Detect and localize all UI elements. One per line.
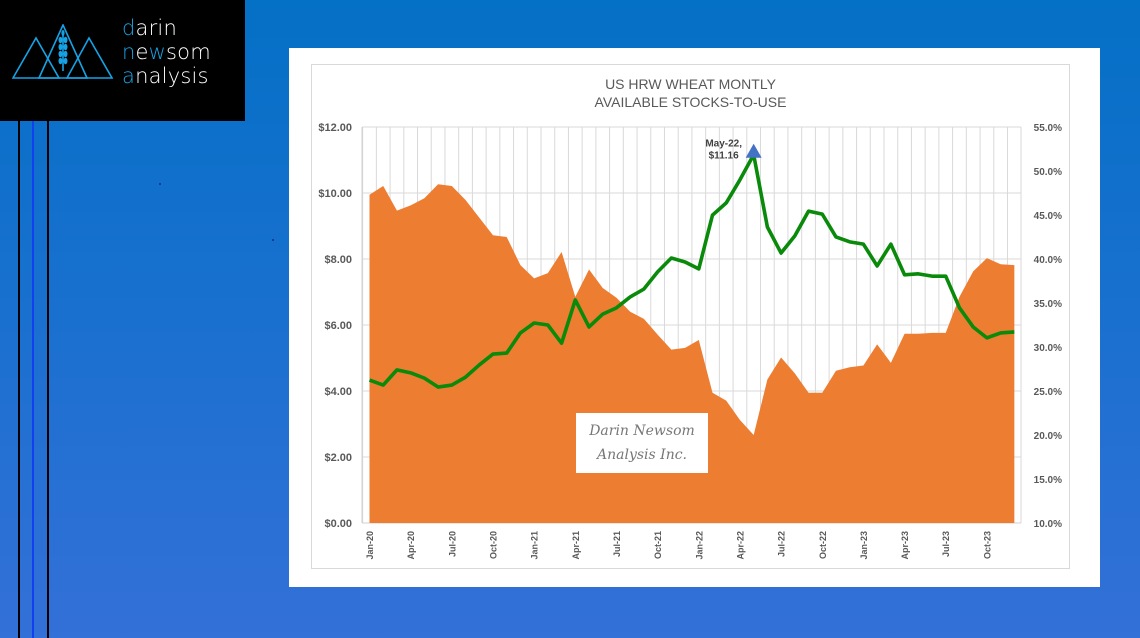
right-axis-tick-label: 55.0% (1034, 123, 1062, 134)
chart-title-line1: US HRW WHEAT MONTLY (605, 76, 776, 92)
decorative-line (18, 121, 20, 638)
x-axis-tick-label: Jan-23 (859, 531, 869, 560)
x-axis-tick-label: Jan-22 (694, 531, 704, 560)
chart-frame (311, 64, 1070, 569)
right-axis-tick-label: 15.0% (1034, 475, 1062, 486)
x-axis-tick-label: Apr-20 (406, 531, 416, 560)
watermark: Darin Newsom Analysis Inc. (576, 413, 708, 473)
x-axis-tick-label: Jul-20 (447, 531, 457, 557)
right-axis-tick-label: 20.0% (1034, 431, 1062, 442)
left-axis-tick-label: $6.00 (324, 320, 352, 332)
left-axis-tick-label: $12.00 (318, 122, 352, 134)
right-axis-tick-label: 45.0% (1034, 211, 1062, 222)
left-axis-tick-label: $0.00 (324, 518, 352, 530)
x-axis-tick-label: Jul-23 (941, 531, 951, 557)
right-axis-tick-label: 25.0% (1034, 387, 1062, 398)
logo-line-darin: darin (122, 16, 177, 40)
x-axis-tick-label: Apr-21 (571, 531, 581, 560)
right-axis-tick-label: 50.0% (1034, 167, 1062, 178)
annotation-label-date: May-22, (705, 139, 742, 150)
right-axis-tick-label: 35.0% (1034, 299, 1062, 310)
decorative-line (32, 121, 34, 638)
x-axis-tick-label: Jan-21 (530, 531, 540, 560)
x-axis-tick-label: Jul-22 (777, 531, 787, 557)
watermark-line1: Darin Newsom (589, 423, 695, 439)
logo-text: darin newsom analysis (122, 16, 211, 88)
x-axis-tick-label: Jan-20 (365, 531, 375, 560)
right-axis-tick-label: 40.0% (1034, 255, 1062, 266)
left-axis-tick-label: $8.00 (324, 254, 352, 266)
decorative-line (47, 121, 49, 638)
annotation-marker-triangle (745, 143, 762, 158)
speck (272, 239, 274, 241)
annotation-label-value: $11.16 (709, 151, 739, 162)
area-series-stocks-to-use (369, 184, 1015, 523)
left-axis-tick-label: $2.00 (324, 452, 352, 464)
chart-title: US HRW WHEAT MONTLY AVAILABLE STOCKS-TO-… (311, 75, 1070, 111)
left-axis-tick-label: $10.00 (318, 188, 352, 200)
right-axis-tick-label: 30.0% (1034, 343, 1062, 354)
x-axis-tick-label: Apr-22 (735, 531, 745, 560)
left-axis-tick-label: $4.00 (324, 386, 352, 398)
x-axis-tick-label: Oct-23 (982, 531, 992, 559)
watermark-line2: Analysis Inc. (597, 447, 687, 463)
logo-line-newsom: newsom (122, 40, 211, 64)
x-axis-tick-label: Apr-23 (900, 531, 910, 560)
x-axis-tick-label: Oct-21 (653, 531, 663, 559)
x-axis-tick-label: Oct-20 (488, 531, 498, 559)
chart-title-line2: AVAILABLE STOCKS-TO-USE (594, 94, 787, 110)
x-axis-tick-label: Oct-22 (818, 531, 828, 559)
line-series-price (368, 152, 1015, 389)
logo: darin newsom analysis (0, 0, 245, 121)
x-axis-tick-label: Jul-21 (612, 531, 622, 557)
mountains-wheat-icon (12, 24, 114, 79)
right-axis-tick-label: 10.0% (1034, 519, 1062, 530)
speck (159, 183, 161, 185)
logo-line-analysis: analysis (122, 64, 209, 88)
